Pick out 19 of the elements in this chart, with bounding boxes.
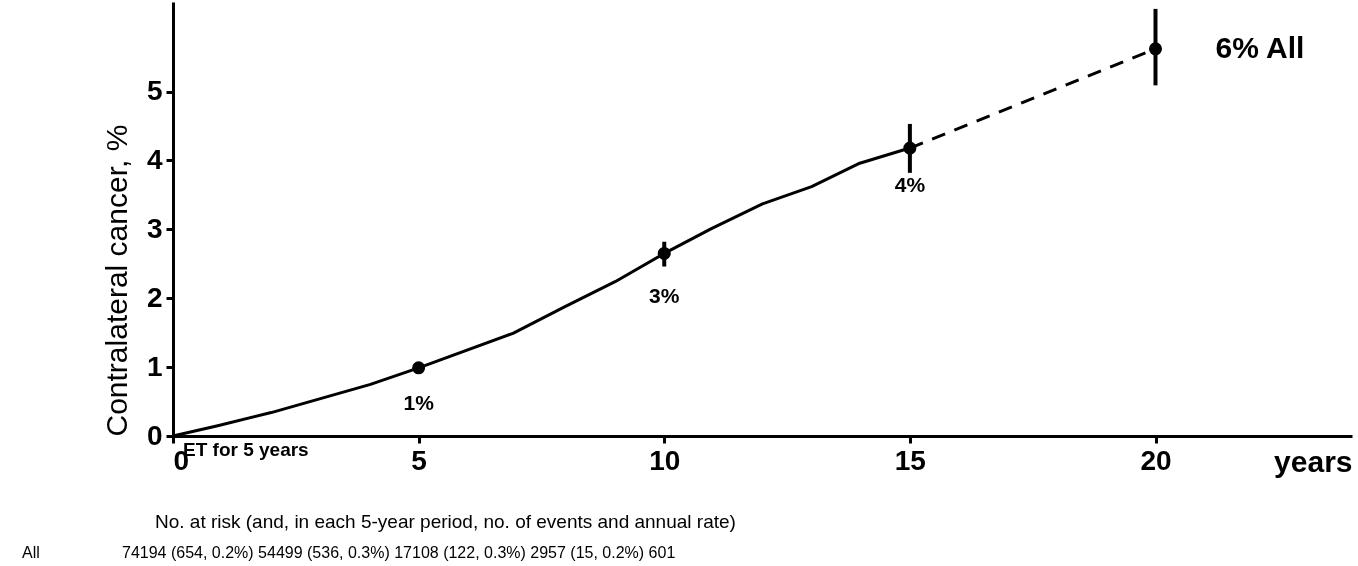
data-label: 4% [894,173,926,197]
text: 74194 (654, 0.2%) 54499 (536, 0.3%) 17108 (122, 0.3%) 2957 (15, 0.2%) 601 [122,544,676,561]
data-label: 1% [403,390,435,414]
data-label: 3% [649,284,680,308]
x-axis-title: years [1274,444,1353,478]
y-axis-title: Contralateral cancer, % [99,124,133,437]
text: All [22,544,40,561]
y-tick-label: 2 [146,281,163,313]
y-tick-label: 4 [146,143,163,175]
y-tick-label: 1 [146,350,163,382]
text: No. at risk (and, in each 5-year period, no. of events and annual rate) [155,511,736,532]
y-tick-label: 3 [146,212,163,244]
x-tick-label: 20 [1140,444,1172,476]
y-tick-label: 0 [146,419,163,451]
data-label: 6% All [1215,30,1305,64]
y-tick-label: 5 [146,75,163,107]
x-tick-label: 10 [649,444,681,476]
x-tick-label: 5 [411,444,427,476]
x-tick-label: 15 [894,444,926,476]
